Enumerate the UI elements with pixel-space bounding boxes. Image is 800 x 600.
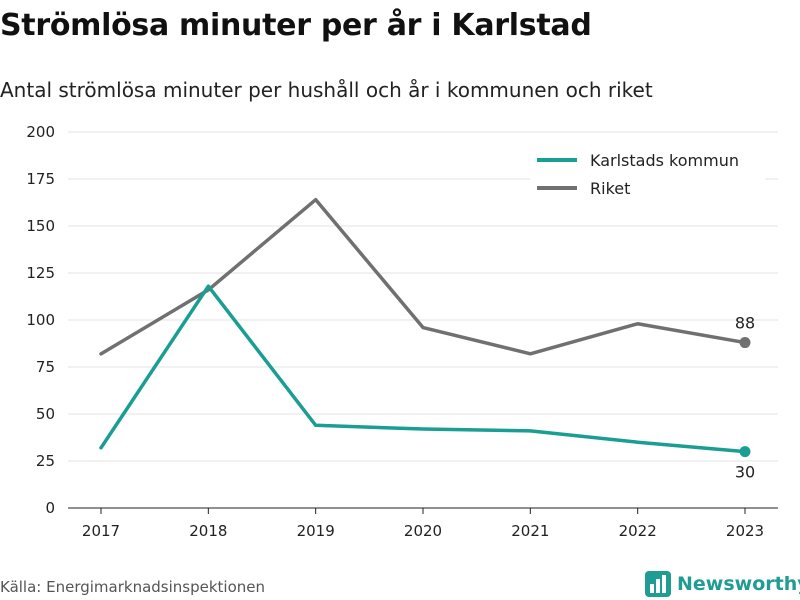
end-point-riket (739, 337, 751, 349)
y-tick-label: 75 (36, 358, 55, 376)
legend: Karlstads kommun Riket (530, 143, 765, 205)
y-tick-label: 125 (26, 264, 55, 282)
bar-chart-logo-icon (645, 571, 671, 597)
y-tick-label: 0 (45, 499, 55, 517)
series-line-riket (99, 197, 747, 356)
axes: 0 25 50 75 100 125 150 175 200 2017 2018 2019 2020 20… (26, 123, 778, 540)
y-tick-label: 200 (26, 123, 55, 141)
y-tick-label: 50 (36, 405, 55, 423)
y-tick-label: 100 (26, 311, 55, 329)
x-tick-label: 2023 (726, 522, 764, 540)
end-value-label: 30 (735, 463, 755, 482)
y-tick-label: 25 (36, 452, 55, 470)
x-tick-label: 2022 (619, 522, 657, 540)
y-tick-label: 175 (26, 170, 55, 188)
chart-subtitle: Antal strömlösa minuter per hushåll och … (0, 78, 653, 102)
y-tick-label: 150 (26, 217, 55, 235)
series-line-karlstads-kommun (99, 284, 747, 454)
x-tick-label: 2018 (189, 522, 227, 540)
source-note: Källa: Energimarknadsinspektionen (0, 578, 266, 596)
legend-label: Karlstads kommun (590, 151, 739, 170)
legend-label: Riket (590, 179, 630, 198)
brand-logo: Newsworthy (645, 570, 800, 598)
end-point-karlstads-kommun (739, 446, 751, 458)
legend-background (530, 143, 765, 205)
x-tick-label: 2019 (297, 522, 335, 540)
end-value-label: 88 (735, 314, 755, 333)
x-tick-label: 2021 (511, 522, 549, 540)
x-tick-label: 2017 (82, 522, 120, 540)
chart-title: Strömlösa minuter per år i Karlstad (0, 8, 592, 43)
brand-name: Newsworthy (677, 573, 800, 595)
x-tick-label: 2020 (404, 522, 442, 540)
series: 88 30 (99, 197, 755, 482)
